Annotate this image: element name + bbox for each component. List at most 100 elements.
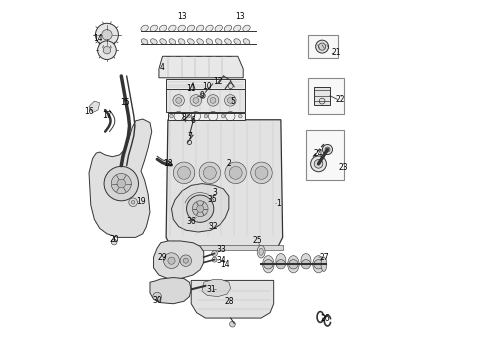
Text: 4: 4 [160, 63, 165, 72]
Circle shape [187, 114, 191, 118]
Circle shape [96, 23, 119, 46]
Circle shape [168, 257, 175, 264]
Circle shape [314, 159, 323, 168]
Circle shape [224, 95, 236, 106]
Ellipse shape [301, 253, 311, 268]
Circle shape [204, 114, 208, 118]
Text: 1: 1 [277, 199, 281, 208]
Circle shape [301, 260, 311, 269]
Text: 11: 11 [187, 84, 196, 93]
Circle shape [239, 114, 242, 118]
Ellipse shape [234, 25, 241, 31]
Ellipse shape [197, 39, 203, 44]
Bar [308, 78, 343, 114]
Ellipse shape [215, 25, 222, 31]
Text: 3: 3 [212, 188, 217, 197]
Polygon shape [159, 56, 243, 78]
Text: 23: 23 [339, 163, 348, 172]
Polygon shape [166, 120, 283, 248]
Text: 31: 31 [206, 285, 216, 294]
Bar [166, 244, 283, 250]
Ellipse shape [257, 246, 265, 258]
Text: 5: 5 [230, 96, 235, 105]
Text: 18: 18 [163, 159, 172, 168]
Circle shape [117, 179, 125, 188]
Ellipse shape [276, 253, 286, 268]
Ellipse shape [263, 256, 274, 273]
Ellipse shape [160, 39, 167, 44]
Circle shape [221, 114, 225, 118]
Text: 19: 19 [136, 197, 146, 206]
Polygon shape [150, 278, 191, 304]
Polygon shape [172, 184, 229, 232]
Circle shape [251, 162, 272, 184]
Circle shape [129, 198, 137, 207]
Circle shape [203, 166, 216, 179]
Text: 33: 33 [217, 246, 226, 255]
Circle shape [187, 195, 214, 222]
Ellipse shape [196, 25, 204, 31]
Polygon shape [153, 241, 204, 279]
Text: 2: 2 [226, 159, 231, 168]
Text: 27: 27 [319, 253, 329, 262]
Circle shape [227, 98, 233, 103]
Circle shape [164, 253, 179, 269]
Circle shape [192, 201, 208, 217]
Text: 14: 14 [93, 34, 103, 43]
Text: 20: 20 [109, 235, 119, 244]
Circle shape [173, 95, 184, 106]
Circle shape [111, 174, 131, 194]
Text: 26: 26 [321, 314, 330, 323]
Ellipse shape [150, 39, 157, 44]
Circle shape [230, 321, 235, 327]
Polygon shape [191, 280, 274, 318]
Circle shape [212, 251, 218, 256]
Ellipse shape [178, 39, 185, 44]
Text: 30: 30 [152, 296, 162, 305]
Circle shape [180, 255, 192, 266]
Circle shape [276, 260, 286, 269]
Circle shape [103, 46, 111, 54]
Ellipse shape [215, 39, 222, 44]
Circle shape [229, 166, 242, 179]
Circle shape [318, 43, 326, 50]
Text: 13: 13 [235, 12, 245, 21]
Circle shape [311, 156, 326, 172]
Ellipse shape [159, 25, 167, 31]
Ellipse shape [150, 25, 158, 31]
Ellipse shape [321, 257, 327, 271]
Polygon shape [89, 101, 100, 113]
Circle shape [199, 162, 221, 184]
Text: 35: 35 [208, 195, 218, 204]
Circle shape [322, 144, 333, 154]
Circle shape [170, 114, 173, 118]
Circle shape [176, 98, 181, 103]
Ellipse shape [259, 248, 263, 255]
Bar [308, 35, 338, 58]
Circle shape [212, 257, 217, 262]
Polygon shape [166, 79, 245, 89]
Bar [306, 130, 343, 180]
Text: 13: 13 [177, 12, 187, 21]
Circle shape [183, 258, 188, 263]
Ellipse shape [313, 256, 324, 273]
Circle shape [111, 239, 117, 245]
Circle shape [193, 98, 199, 103]
Text: 8: 8 [182, 113, 186, 122]
Circle shape [153, 292, 161, 301]
Ellipse shape [234, 39, 241, 44]
Ellipse shape [141, 39, 148, 44]
Text: 24: 24 [314, 149, 323, 158]
Ellipse shape [141, 25, 148, 31]
Circle shape [177, 166, 191, 179]
Circle shape [173, 162, 195, 184]
Text: 16: 16 [84, 107, 94, 116]
Circle shape [98, 41, 116, 59]
Circle shape [104, 166, 139, 201]
Ellipse shape [224, 39, 231, 44]
Ellipse shape [169, 39, 176, 44]
Text: 7: 7 [187, 132, 192, 141]
Text: 28: 28 [224, 297, 234, 306]
Text: 32: 32 [208, 222, 218, 231]
Circle shape [255, 166, 268, 179]
